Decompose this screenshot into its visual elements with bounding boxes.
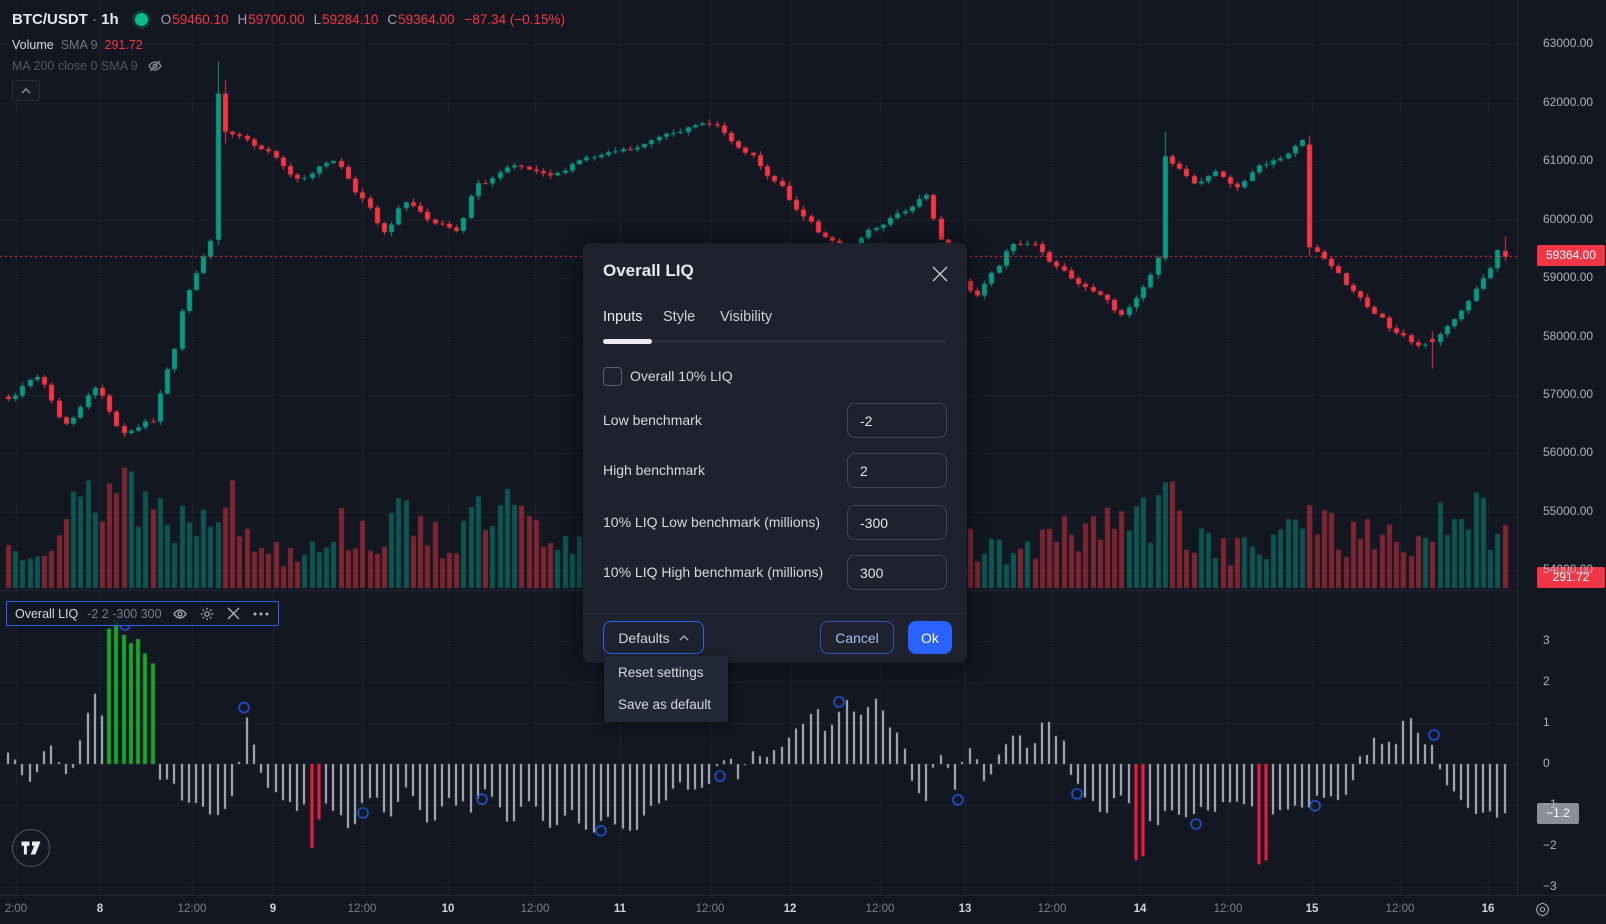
price-axis-label: 57000.00 — [1543, 387, 1594, 401]
liq10-low-benchmark-input[interactable] — [847, 505, 947, 540]
time-axis-label: 2:00 — [4, 903, 28, 915]
cancel-button[interactable]: Cancel — [820, 621, 894, 654]
collapse-legend-button[interactable] — [12, 80, 40, 101]
tab-visibility[interactable]: Visibility — [720, 309, 773, 325]
chart-legend: BTC/USDT · 1h O59460.10 H59700.00 L59284… — [12, 8, 565, 101]
price-axis[interactable]: 59364.00 291.72 −1.2 63000.00 62000.00 610… — [1517, 0, 1606, 895]
time-axis-label: 12:00 — [520, 903, 550, 915]
time-axis-label: 12:00 — [695, 903, 725, 915]
low-benchmark-input[interactable] — [847, 403, 947, 438]
price-axis-label: 54000.00 — [1543, 562, 1594, 576]
field-label-10liq-high: 10% LIQ High benchmark (millions) — [603, 564, 824, 580]
time-axis-label: 12:00 — [177, 903, 207, 915]
tab-inputs[interactable]: Inputs — [603, 309, 643, 325]
tab-track — [603, 340, 947, 343]
remove-indicator-icon[interactable] — [225, 605, 243, 623]
price-axis-label: 61000.00 — [1543, 153, 1594, 167]
indicator-title: Overall LIQ — [15, 606, 79, 621]
liq-axis-label: 2 — [1543, 674, 1550, 688]
footer-divider — [583, 613, 967, 614]
axis-settings-gear-icon[interactable] — [1534, 901, 1551, 923]
liq10-high-benchmark-input[interactable] — [847, 555, 947, 590]
volume-indicator-row[interactable]: Volume SMA 9 291.72 — [12, 37, 143, 52]
tab-style[interactable]: Style — [663, 309, 696, 325]
time-axis-label: 12:00 — [1037, 903, 1067, 915]
time-axis-label: 12:00 — [865, 903, 895, 915]
eye-icon[interactable] — [171, 605, 189, 623]
indicator-value-badge: −1.2 — [1537, 803, 1579, 825]
time-axis-label: 12:00 — [347, 903, 377, 915]
ok-button[interactable]: Ok — [908, 621, 952, 654]
price-axis-label: 62000.00 — [1543, 95, 1594, 109]
time-axis-label: 12:00 — [1385, 903, 1415, 915]
price-change: −87.34 (−0.15%) — [464, 11, 566, 27]
checkbox-label: Overall 10% LIQ — [630, 368, 733, 384]
price-axis-label: 56000.00 — [1543, 445, 1594, 459]
liq-axis-label: 3 — [1543, 633, 1550, 647]
time-axis-label: 8 — [96, 903, 104, 915]
volume-value-badge: 291.72 — [1537, 567, 1605, 588]
indicator-params: -2 2 -300 300 — [87, 606, 162, 621]
symbol-title[interactable]: BTC/USDT · 1h — [12, 10, 119, 28]
field-label-high-benchmark: High benchmark — [603, 462, 705, 478]
chevron-up-icon — [679, 634, 689, 641]
price-axis-label: 55000.00 — [1543, 504, 1594, 518]
field-label-low-benchmark: Low benchmark — [603, 412, 702, 428]
time-axis-label: 11 — [613, 903, 627, 915]
menu-item-reset-settings[interactable]: Reset settings — [618, 665, 704, 680]
eye-hidden-icon[interactable] — [146, 57, 164, 75]
last-price-badge: 59364.00 — [1537, 245, 1605, 267]
time-axis-label: 12:00 — [1213, 903, 1243, 915]
gear-icon[interactable] — [198, 605, 216, 623]
time-axis-label: 16 — [1481, 903, 1495, 915]
liq-axis-label: −1 — [1543, 797, 1557, 811]
dialog-title: Overall LIQ — [603, 261, 694, 280]
liq-axis-label: −3 — [1543, 879, 1557, 893]
market-status-dot[interactable] — [134, 12, 148, 26]
time-axis-label: 10 — [441, 903, 455, 915]
price-axis-label: 63000.00 — [1543, 36, 1594, 50]
overall-10-liq-checkbox[interactable] — [603, 367, 622, 386]
high-benchmark-input[interactable] — [847, 453, 947, 488]
menu-item-save-as-default[interactable]: Save as default — [618, 697, 712, 712]
ma-indicator-row[interactable]: MA 200 close 0 SMA 9 — [12, 57, 565, 74]
more-options-icon[interactable] — [252, 605, 270, 623]
price-axis-label: 59000.00 — [1543, 270, 1594, 284]
ohlc-values: O59460.10 H59700.00 L59284.10 C59364.00 … — [160, 11, 566, 27]
indicator-settings-dialog: Overall LIQ Inputs Style Visibility Over… — [583, 243, 967, 663]
time-axis-label: 9 — [269, 903, 277, 915]
time-axis-label: 15 — [1305, 903, 1319, 915]
price-axis-label: 60000.00 — [1543, 212, 1594, 226]
price-axis-label: 58000.00 — [1543, 329, 1594, 343]
liq-axis-label: −2 — [1543, 838, 1557, 852]
liq-axis-label: 1 — [1543, 715, 1550, 729]
time-axis-label: 14 — [1133, 903, 1147, 915]
field-label-10liq-low: 10% LIQ Low benchmark (millions) — [603, 514, 821, 530]
time-axis-label: 13 — [958, 903, 972, 915]
close-icon[interactable] — [931, 265, 949, 283]
defaults-button[interactable]: Defaults — [603, 621, 704, 654]
tradingview-logo[interactable] — [12, 829, 50, 867]
defaults-dropdown-menu: Reset settings Save as default — [604, 656, 728, 722]
time-axis[interactable]: 2:00 8 12:00 9 12:00 10 12:00 11 12:00 12 12:00 13 1… — [0, 895, 1606, 924]
liq-axis-label: 0 — [1543, 756, 1550, 770]
active-tab-underline — [603, 339, 652, 344]
time-axis-label: 12 — [783, 903, 797, 915]
liq-indicator-legend[interactable]: Overall LIQ -2 2 -300 300 — [6, 601, 279, 626]
